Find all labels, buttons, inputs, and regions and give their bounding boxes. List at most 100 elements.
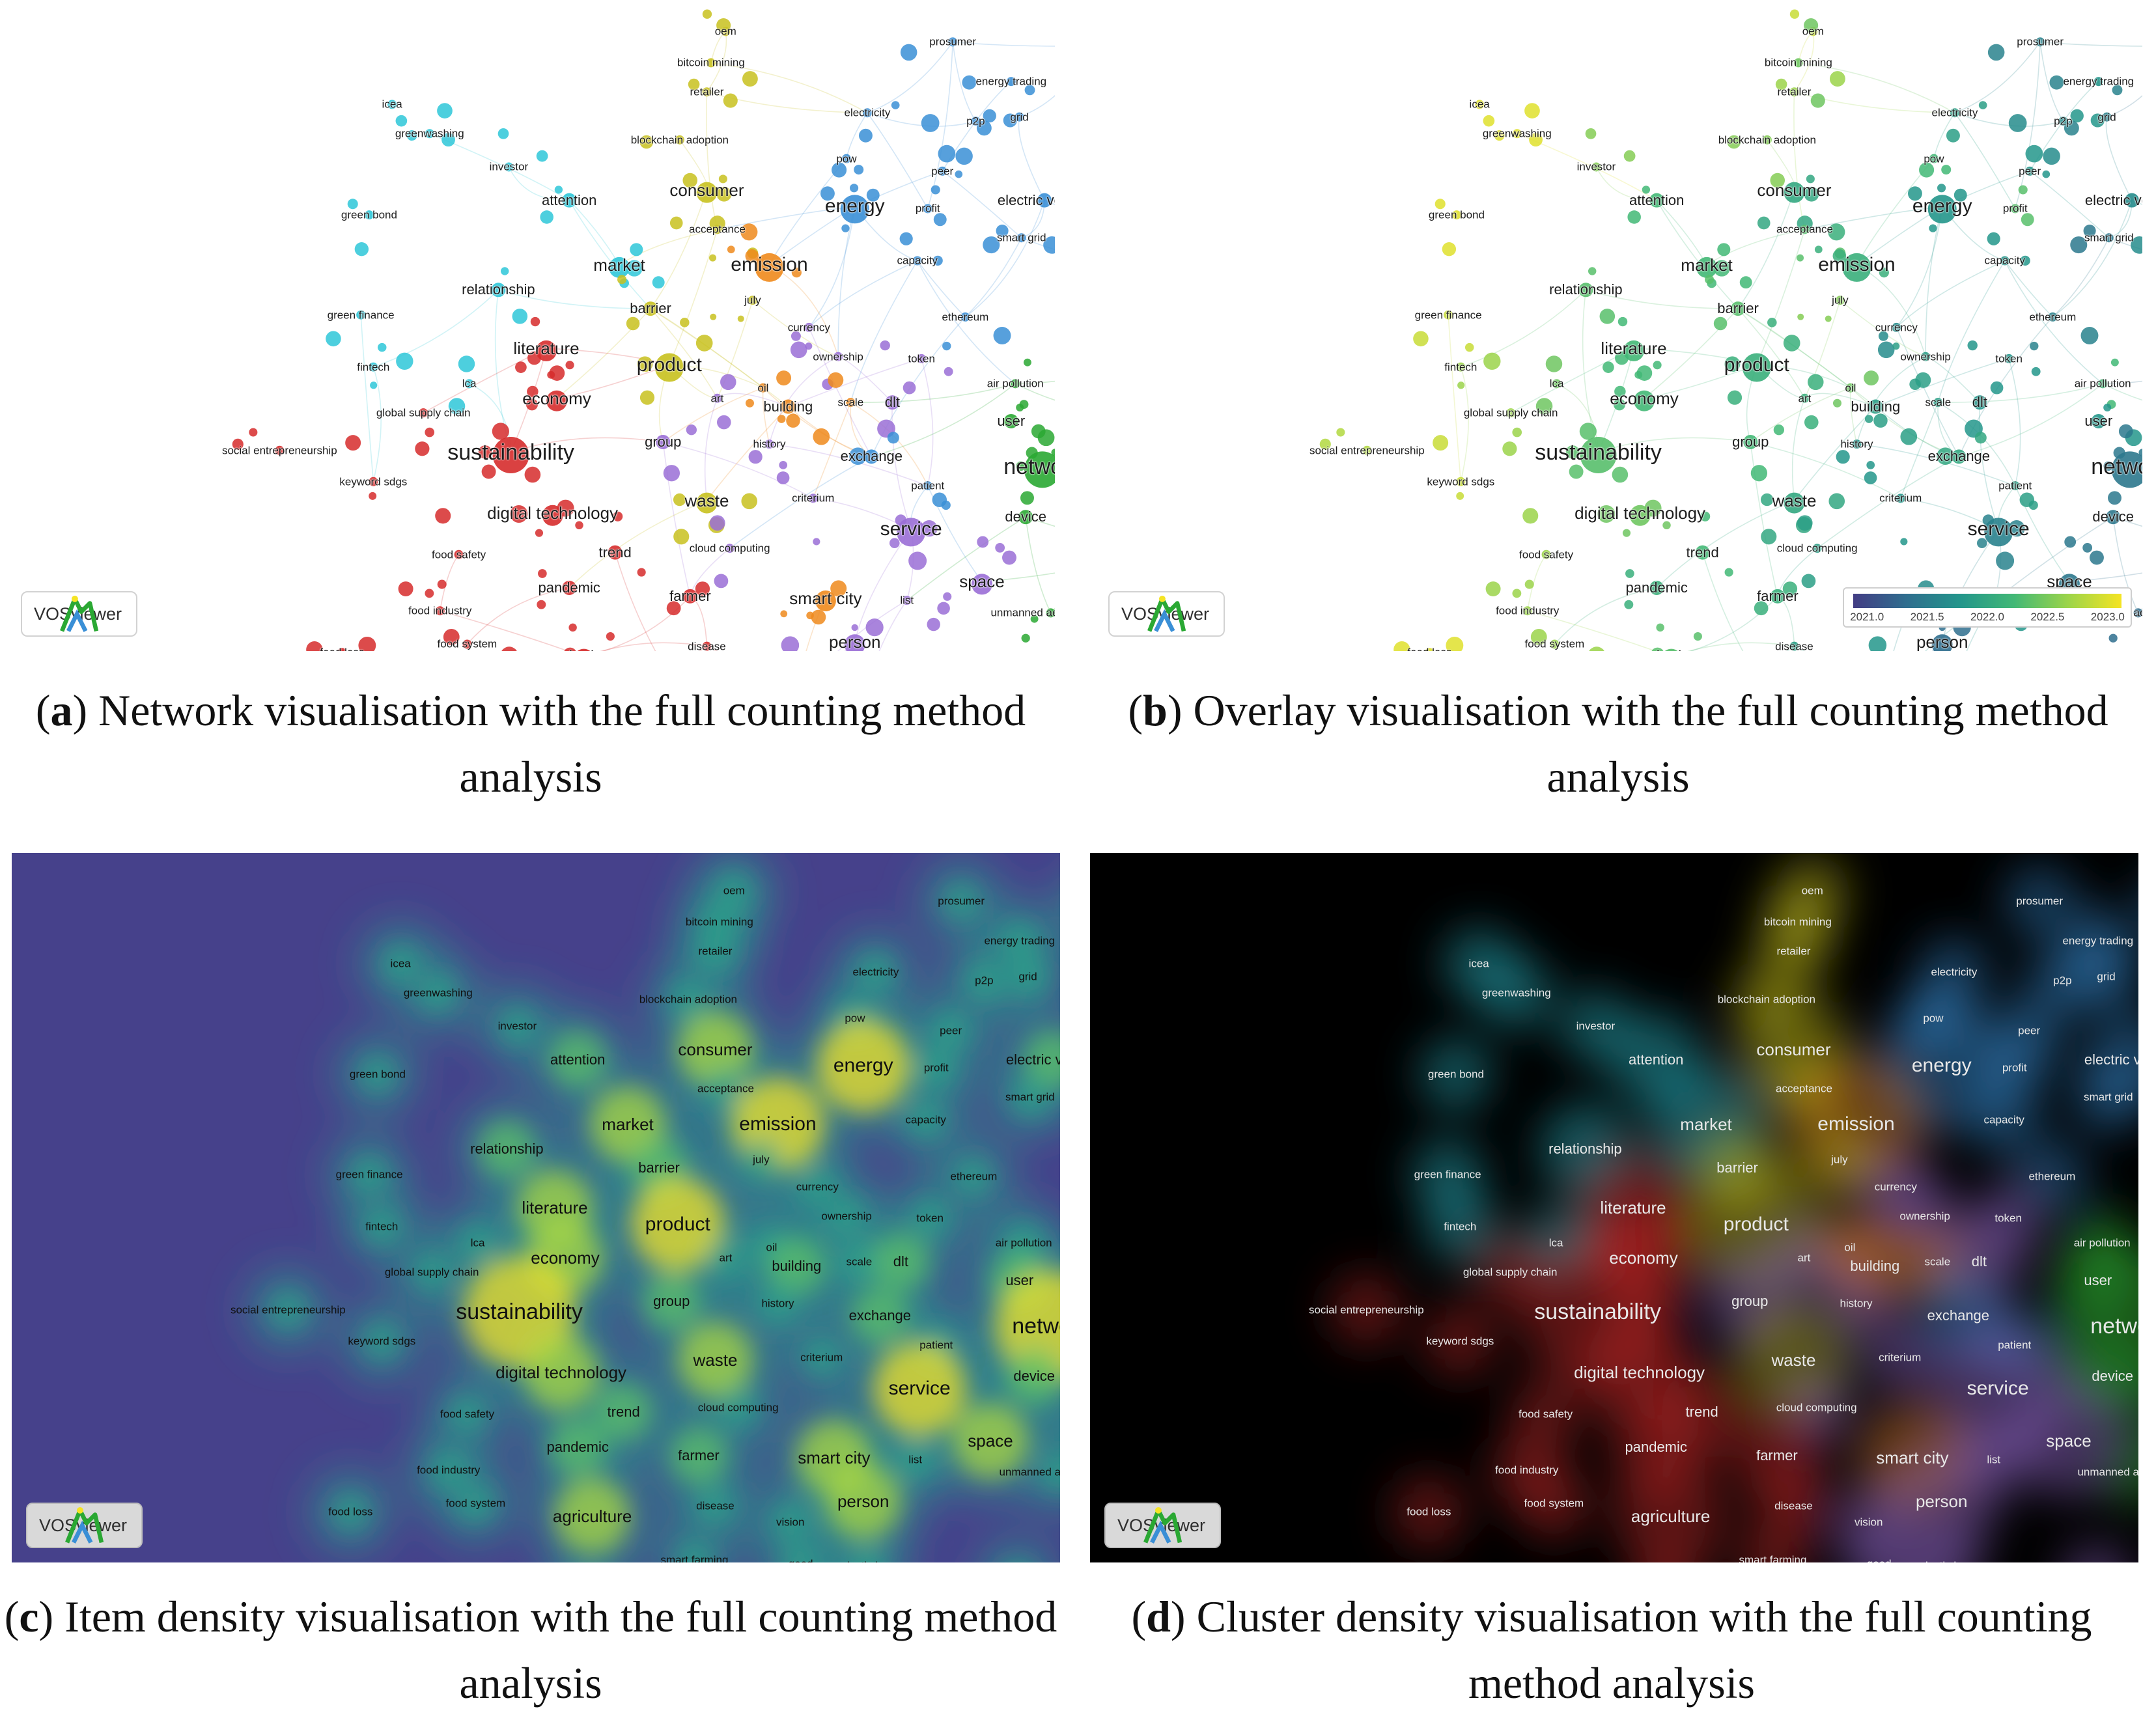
keyword-label[interactable]: agriculture	[1632, 648, 1711, 651]
keyword-label[interactable]: criterium	[1879, 1351, 1922, 1364]
keyword-label[interactable]: retailer	[690, 85, 724, 98]
keyword-label[interactable]: oem	[1801, 884, 1823, 897]
keyword-label[interactable]: food system	[437, 637, 497, 650]
keyword-label[interactable]: exchange	[1927, 448, 1991, 465]
keyword-label[interactable]: energy	[1911, 1055, 1972, 1077]
keyword-label[interactable]: acceptance	[1776, 223, 1833, 236]
keyword-label[interactable]: emission	[739, 1113, 817, 1135]
keyword-label[interactable]: group	[1732, 433, 1769, 450]
keyword-label[interactable]: acceptance	[697, 1082, 754, 1095]
keyword-label[interactable]: social entrepreneurship	[1308, 1303, 1424, 1316]
keyword-label[interactable]: economy	[1610, 388, 1679, 408]
keyword-label[interactable]: ownership	[1900, 350, 1951, 363]
keyword-label[interactable]: art	[1798, 392, 1812, 405]
keyword-label[interactable]: keyword sdgs	[1427, 475, 1495, 488]
keyword-label[interactable]: icea	[1468, 957, 1489, 970]
keyword-label[interactable]: attention	[550, 1051, 606, 1068]
keyword-label[interactable]: bitcoin mining	[1764, 56, 1832, 69]
keyword-label[interactable]: grid	[1010, 111, 1029, 124]
keyword-label[interactable]: oem	[723, 884, 745, 897]
keyword-label[interactable]: digital technology	[1574, 1362, 1705, 1382]
keyword-label[interactable]: keyword sdgs	[1426, 1335, 1494, 1348]
keyword-label[interactable]: space	[968, 1431, 1013, 1451]
keyword-label[interactable]: relationship	[1549, 281, 1623, 298]
vosviewer-logo[interactable]: VOSviewer	[1108, 591, 1225, 637]
keyword-label[interactable]: pow	[1924, 152, 1944, 165]
keyword-label[interactable]: ethereum	[2028, 1170, 2076, 1183]
keyword-label[interactable]: food industry	[1496, 604, 1560, 617]
keyword-label[interactable]: building	[1850, 1257, 1900, 1274]
keyword-label[interactable]: building	[1851, 398, 1901, 415]
keyword-label[interactable]: barrier	[1716, 1159, 1758, 1176]
keyword-label[interactable]: food industry	[408, 604, 472, 617]
keyword-label[interactable]: scale	[837, 396, 864, 409]
keyword-label[interactable]: barrier	[638, 1159, 680, 1176]
keyword-label[interactable]: plastic bag	[841, 1561, 893, 1562]
keyword-label[interactable]: energy	[833, 1055, 893, 1077]
keyword-label[interactable]: capacity	[905, 1113, 946, 1126]
keyword-label[interactable]: capacity	[1984, 254, 2025, 267]
keyword-label[interactable]: emission	[731, 253, 808, 275]
keyword-label[interactable]: user	[2084, 1271, 2112, 1288]
keyword-label[interactable]: profit	[915, 202, 940, 215]
keyword-label[interactable]: literature	[513, 338, 580, 358]
keyword-label[interactable]: capacity	[897, 254, 938, 267]
keyword-label[interactable]: waste	[684, 490, 729, 510]
keyword-label[interactable]: token	[916, 1212, 944, 1225]
keyword-label[interactable]: disease	[1774, 1499, 1813, 1512]
keyword-label[interactable]: electricity	[1931, 965, 1978, 979]
keyword-label[interactable]: economy	[531, 1247, 600, 1268]
keyword-label[interactable]: grid	[1018, 970, 1037, 983]
keyword-label[interactable]: farmer	[678, 1447, 720, 1464]
keyword-label[interactable]: patient	[1998, 479, 2032, 492]
keyword-label[interactable]: pow	[836, 152, 857, 165]
keyword-label[interactable]: smart city	[1876, 1448, 1949, 1468]
keyword-label[interactable]: greenwashing	[403, 986, 473, 999]
keyword-label[interactable]: air pollution	[2074, 377, 2131, 390]
keyword-label[interactable]: scale	[1924, 1255, 1951, 1268]
keyword-label[interactable]: currency	[1874, 1180, 1917, 1193]
keyword-label[interactable]: sustainability	[1535, 439, 1662, 465]
keyword-label[interactable]: history	[761, 1297, 794, 1310]
keyword-label[interactable]: food system	[445, 1497, 506, 1510]
keyword-label[interactable]: ethereum	[942, 311, 989, 324]
keyword-label[interactable]: sustainability	[447, 439, 574, 465]
keyword-label[interactable]: dlt	[893, 1253, 908, 1270]
keyword-label[interactable]: trend	[598, 544, 632, 561]
keyword-label[interactable]: person	[1916, 632, 1968, 651]
keyword-label[interactable]: market	[1680, 1114, 1732, 1134]
keyword-label[interactable]: product	[636, 354, 702, 376]
keyword-label[interactable]: person	[837, 1492, 889, 1512]
keyword-label[interactable]: keyword sdgs	[348, 1335, 416, 1348]
keyword-label[interactable]: group	[645, 433, 682, 450]
keyword-label[interactable]: energy	[824, 195, 885, 217]
keyword-label[interactable]: food system	[1524, 637, 1585, 650]
keyword-label[interactable]: currency	[787, 321, 830, 334]
keyword-label[interactable]: patient	[911, 479, 945, 492]
keyword-label[interactable]: july	[753, 1153, 770, 1166]
keyword-label[interactable]: food safety	[1519, 548, 1574, 561]
keyword-label[interactable]: icea	[382, 98, 402, 111]
keyword-label[interactable]: global supply chain	[1463, 1266, 1558, 1279]
keyword-label[interactable]: currency	[796, 1180, 839, 1193]
keyword-label[interactable]: oem	[1802, 25, 1824, 38]
keyword-label[interactable]: consumer	[669, 180, 744, 200]
keyword-label[interactable]: barrier	[1717, 300, 1759, 317]
keyword-label[interactable]: unmanned aerial vehicle	[999, 1465, 1060, 1478]
keyword-label[interactable]: food loss	[1407, 647, 1451, 651]
keyword-label[interactable]: investor	[1576, 160, 1616, 173]
keyword-label[interactable]: scale	[846, 1255, 873, 1268]
keyword-label[interactable]: sustainability	[456, 1299, 583, 1324]
keyword-label[interactable]: grid	[2097, 970, 2116, 983]
keyword-label[interactable]: product	[645, 1213, 710, 1235]
keyword-label[interactable]: capacity	[1983, 1113, 2024, 1126]
keyword-label[interactable]: market	[1681, 255, 1733, 275]
keyword-label[interactable]: trend	[1686, 544, 1719, 561]
keyword-label[interactable]: art	[719, 1251, 733, 1264]
keyword-label[interactable]: economy	[522, 388, 591, 408]
keyword-label[interactable]: smart city	[798, 1448, 871, 1468]
keyword-label[interactable]: acceptance	[688, 223, 746, 236]
keyword-label[interactable]: art	[710, 392, 724, 405]
keyword-label[interactable]: history	[1840, 1297, 1873, 1310]
vosviewer-logo[interactable]: VOSviewer	[1104, 1503, 1222, 1548]
